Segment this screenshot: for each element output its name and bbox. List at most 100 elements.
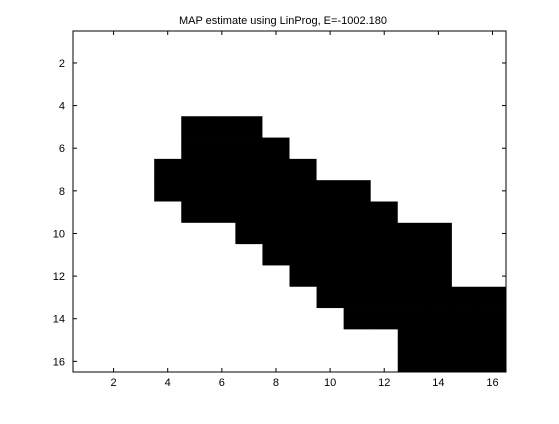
- heatmap-cell: [127, 329, 155, 352]
- heatmap-cell: [343, 265, 372, 288]
- heatmap-cell: [181, 158, 209, 181]
- heatmap-cell: [181, 244, 209, 266]
- y-tick-label: 16: [53, 356, 65, 368]
- heatmap-cell: [127, 201, 155, 224]
- heatmap-cell: [451, 350, 480, 373]
- heatmap-cell: [343, 31, 372, 53]
- heatmap-cell: [424, 350, 453, 373]
- heatmap-cell: [73, 201, 101, 224]
- heatmap-cell: [370, 94, 399, 117]
- heatmap-cell: [235, 286, 263, 309]
- heatmap-cell: [289, 308, 317, 330]
- heatmap-cell: [478, 265, 507, 288]
- heatmap-cell: [73, 329, 101, 352]
- heatmap-cell: [100, 73, 128, 96]
- heatmap-cell: [181, 116, 209, 138]
- heatmap-cell: [316, 222, 345, 245]
- heatmap-cell: [235, 180, 263, 202]
- heatmap-cell: [370, 201, 399, 224]
- heatmap-cell: [370, 222, 399, 245]
- heatmap-cell: [424, 116, 453, 138]
- heatmap-cell: [424, 308, 453, 330]
- heatmap-cell: [100, 31, 128, 53]
- heatmap-cell: [100, 158, 128, 181]
- heatmap-cell: [154, 308, 182, 330]
- x-tick-label: 2: [111, 377, 117, 389]
- heatmap-cell: [343, 158, 372, 181]
- heatmap-cell: [181, 180, 209, 202]
- heatmap-cell: [208, 116, 236, 138]
- heatmap-cell: [343, 222, 372, 245]
- heatmap-cell: [73, 31, 101, 53]
- heatmap-cell: [289, 329, 317, 352]
- heatmap-cell: [343, 286, 372, 309]
- heatmap-cell: [262, 31, 290, 53]
- heatmap-cell: [316, 158, 345, 181]
- heatmap-cell: [370, 329, 399, 352]
- heatmap-cell: [181, 201, 209, 224]
- heatmap-cell: [397, 286, 426, 309]
- heatmap-cell: [235, 137, 263, 160]
- heatmap-cell: [478, 286, 507, 309]
- heatmap-cell: [343, 350, 372, 373]
- heatmap-cell: [127, 180, 155, 202]
- heatmap-cell: [73, 73, 101, 96]
- heatmap-cell: [397, 308, 426, 330]
- heatmap-cell: [451, 244, 480, 266]
- heatmap-cell: [235, 329, 263, 352]
- heatmap-cell: [235, 308, 263, 330]
- heatmap-cell: [478, 180, 507, 202]
- heatmap-cell: [424, 52, 453, 75]
- heatmap-cell: [262, 73, 290, 96]
- heatmap-cell: [235, 222, 263, 245]
- heatmap-cell: [73, 265, 101, 288]
- heatmap-cell: [316, 94, 345, 117]
- heatmap-cell: [154, 329, 182, 352]
- heatmap-cell: [289, 52, 317, 75]
- heatmap-cell: [208, 137, 236, 160]
- heatmap-cell: [235, 201, 263, 224]
- heatmap-cell: [289, 180, 317, 202]
- heatmap-cell: [127, 73, 155, 96]
- heatmap-cell: [451, 52, 480, 75]
- heatmap-cell: [316, 180, 345, 202]
- heatmap-cell: [478, 94, 507, 117]
- heatmap-cell: [208, 244, 236, 266]
- heatmap-cell: [127, 308, 155, 330]
- heatmap-cell: [424, 180, 453, 202]
- heatmap-cell: [181, 31, 209, 53]
- heatmap-cell: [424, 201, 453, 224]
- heatmap-cell: [100, 265, 128, 288]
- heatmap-cell: [397, 244, 426, 266]
- heatmap-cell: [343, 73, 372, 96]
- heatmap-cell: [370, 350, 399, 373]
- heatmap-cell: [397, 73, 426, 96]
- heatmap-cell: [235, 350, 263, 373]
- heatmap-cell: [478, 52, 507, 75]
- heatmap-cell: [73, 244, 101, 266]
- heatmap-cell: [289, 73, 317, 96]
- heatmap-cell: [478, 308, 507, 330]
- heatmap-cell: [289, 286, 317, 309]
- heatmap-cell: [154, 286, 182, 309]
- heatmap-cell: [262, 244, 290, 266]
- heatmap-cell: [100, 244, 128, 266]
- heatmap-cell: [370, 244, 399, 266]
- heatmap-cell: [343, 137, 372, 160]
- heatmap-cell: [343, 308, 372, 330]
- heatmap-cell: [181, 94, 209, 117]
- heatmap-cell: [154, 116, 182, 138]
- heatmap-cell: [262, 329, 290, 352]
- heatmap-cell: [181, 73, 209, 96]
- heatmap-cell: [289, 116, 317, 138]
- heatmap-cell: [154, 265, 182, 288]
- heatmap-cell: [424, 73, 453, 96]
- heatmap-cell: [208, 94, 236, 117]
- heatmap-cell: [127, 158, 155, 181]
- x-tick-label: 10: [324, 377, 336, 389]
- heatmap-cell: [235, 158, 263, 181]
- heatmap-cell: [451, 137, 480, 160]
- heatmap-cell: [100, 116, 128, 138]
- heatmap-cell: [343, 201, 372, 224]
- heatmap-cell: [127, 222, 155, 245]
